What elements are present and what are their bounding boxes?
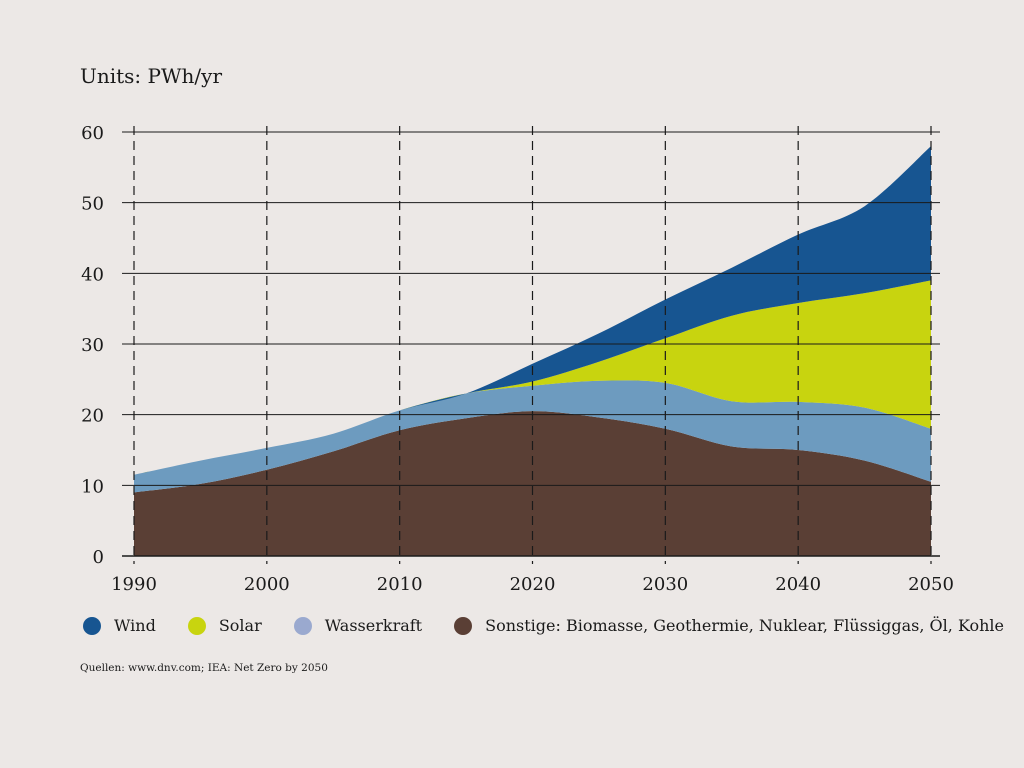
y-tick-label: 0 (93, 547, 104, 568)
legend-label-solar: Solar (218, 616, 262, 635)
x-tick-label: 2040 (775, 574, 821, 595)
legend-swatch-wind (83, 616, 101, 635)
legend-item-solar: Solar (187, 616, 262, 635)
legend-swatch-sonstige (454, 616, 473, 635)
x-tick-label: 1990 (111, 574, 157, 595)
y-tick-label: 20 (81, 406, 104, 427)
units-label: Units: PWh/yr (80, 64, 223, 88)
x-tick-label: 2020 (510, 574, 556, 595)
legend-item-wind: Wind (83, 616, 156, 635)
area-series-wasserkraft (134, 380, 931, 493)
area-layer (134, 146, 931, 556)
x-tick-label: 2050 (908, 574, 954, 595)
legend-swatch-wasserkraft (293, 616, 312, 635)
legend-swatch-solar (187, 616, 206, 635)
x-tick-label: 2010 (377, 574, 423, 595)
legend-label-wind: Wind (114, 616, 156, 635)
y-tick-label: 40 (81, 264, 104, 285)
y-tick-label: 60 (81, 123, 104, 144)
area-series-sonstige (134, 411, 931, 556)
x-tick-label: 2000 (244, 574, 290, 595)
area-series-solar (134, 280, 931, 475)
x-tick-label: 2030 (642, 574, 688, 595)
grid-layer (122, 126, 940, 564)
legend-label-sonstige: Sonstige: Biomasse, Geothermie, Nuklear,… (485, 616, 1005, 635)
legend: Wind Solar Wasserkraft Sonstige: Biomass… (83, 616, 1004, 635)
legend-label-wasserkraft: Wasserkraft (324, 616, 423, 635)
legend-item-wasserkraft: Wasserkraft (293, 616, 423, 635)
y-tick-label: 50 (81, 194, 104, 215)
source-note: Quellen: www.dnv.com; IEA: Net Zero by 2… (80, 662, 328, 674)
legend-item-sonstige: Sonstige: Biomasse, Geothermie, Nuklear,… (454, 616, 1004, 635)
y-tick-label: 30 (81, 335, 104, 356)
y-tick-label: 10 (81, 476, 104, 497)
